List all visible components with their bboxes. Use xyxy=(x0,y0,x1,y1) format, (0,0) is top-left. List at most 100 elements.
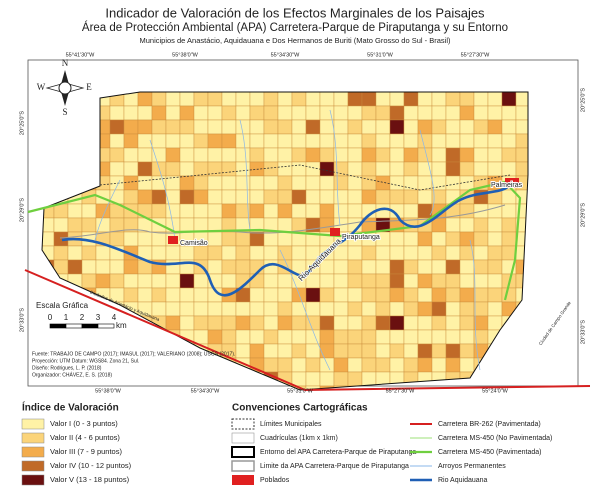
grid-cell xyxy=(445,259,461,275)
grid-cell xyxy=(221,133,237,149)
grid-cell xyxy=(53,245,69,261)
grid-cell xyxy=(193,147,209,163)
grid-cell xyxy=(249,133,265,149)
grid-cell xyxy=(333,203,349,219)
grid-cell xyxy=(361,92,377,107)
grid-cell xyxy=(81,217,97,233)
place-label: Piraputanga xyxy=(342,234,380,241)
grid-cell xyxy=(235,147,251,163)
grid-cell xyxy=(179,175,195,191)
compass-letter: N xyxy=(62,58,69,68)
grid-cell xyxy=(389,119,405,135)
grid-cell xyxy=(207,203,223,219)
grid-cell xyxy=(221,92,237,107)
grid-cell xyxy=(137,147,153,163)
grid-cell xyxy=(123,119,139,135)
grid-cell xyxy=(487,133,503,149)
grid-cell xyxy=(333,371,349,387)
grid-cell xyxy=(305,189,321,205)
legend-label: Arroyos Permanentes xyxy=(438,463,506,470)
grid-cell xyxy=(207,105,223,121)
grid-cell xyxy=(277,301,293,317)
grid-cell xyxy=(151,175,167,191)
coordinate-label: 20°29'0"S xyxy=(580,203,586,227)
legend-label: Valor V (13 - 18 puntos) xyxy=(50,475,130,484)
grid-cell xyxy=(235,161,251,177)
legend-swatch xyxy=(21,432,45,444)
coordinate-label: 20°25'0"S xyxy=(19,111,25,135)
grid-cell xyxy=(277,315,293,331)
grid-cell xyxy=(193,161,209,177)
grid-cell xyxy=(221,203,237,219)
grid-cell xyxy=(123,259,139,275)
grid-cell xyxy=(473,273,489,289)
grid-cell xyxy=(277,287,293,303)
grid-cell xyxy=(277,357,293,373)
grid-cell xyxy=(473,231,489,247)
grid-cell xyxy=(473,105,489,121)
grid-cell xyxy=(487,245,503,261)
grid-cell xyxy=(67,259,83,275)
grid-cell xyxy=(263,357,279,373)
grid-cell xyxy=(459,301,475,317)
grid-cell xyxy=(165,287,181,303)
grid-cell xyxy=(165,301,181,317)
grid-cell xyxy=(487,287,503,303)
grid-cell xyxy=(347,175,363,191)
grid-cell xyxy=(277,203,293,219)
grid-cell xyxy=(459,217,475,233)
grid-cell xyxy=(473,217,489,233)
grid-cell xyxy=(249,119,265,135)
grid-cell xyxy=(263,105,279,121)
grid-cell xyxy=(375,315,391,331)
grid-cell xyxy=(333,301,349,317)
grid-cell xyxy=(109,105,125,121)
grid-cell xyxy=(277,161,293,177)
grid-cell xyxy=(81,273,97,289)
grid-cell xyxy=(431,357,447,373)
grid-cell xyxy=(403,259,419,275)
grid-cell xyxy=(193,119,209,135)
grid-cell xyxy=(221,245,237,261)
grid-cell xyxy=(361,329,377,345)
grid-cell xyxy=(277,343,293,359)
grid-cell xyxy=(221,189,237,205)
legend-swatch xyxy=(21,460,45,472)
grid-cell xyxy=(291,343,307,359)
grid-cell xyxy=(151,287,167,303)
grid-cell xyxy=(109,231,125,247)
grid-cell xyxy=(403,175,419,191)
grid-cell xyxy=(361,245,377,261)
grid-cell xyxy=(319,133,335,149)
grid-cell xyxy=(263,92,279,107)
grid-cell xyxy=(417,301,433,317)
grid-cell xyxy=(221,301,237,317)
grid-cell xyxy=(137,119,153,135)
grid-cell xyxy=(151,133,167,149)
grid-cell xyxy=(123,161,139,177)
grid-cell xyxy=(207,189,223,205)
grid-cell xyxy=(193,287,209,303)
scale-segment xyxy=(81,323,99,329)
grid-cell xyxy=(375,147,391,163)
grid-cell xyxy=(165,147,181,163)
grid-cell xyxy=(487,315,503,331)
legend-title: Convenciones Cartográficas xyxy=(232,403,368,414)
grid-cell xyxy=(249,92,265,107)
grid-cell xyxy=(459,105,475,121)
grid-cell xyxy=(137,105,153,121)
grid-cell xyxy=(291,133,307,149)
grid-cell xyxy=(459,287,475,303)
grid-cell xyxy=(417,203,433,219)
grid-cell xyxy=(179,92,195,107)
grid-cell xyxy=(165,203,181,219)
grid-cell xyxy=(81,245,97,261)
grid-cell xyxy=(389,259,405,275)
grid-cell xyxy=(347,301,363,317)
grid-cell xyxy=(235,105,251,121)
grid-cell xyxy=(417,357,433,373)
grid-cell xyxy=(123,133,139,149)
grid-cell xyxy=(501,92,517,107)
grid-cell xyxy=(249,147,265,163)
grid-cell xyxy=(277,133,293,149)
